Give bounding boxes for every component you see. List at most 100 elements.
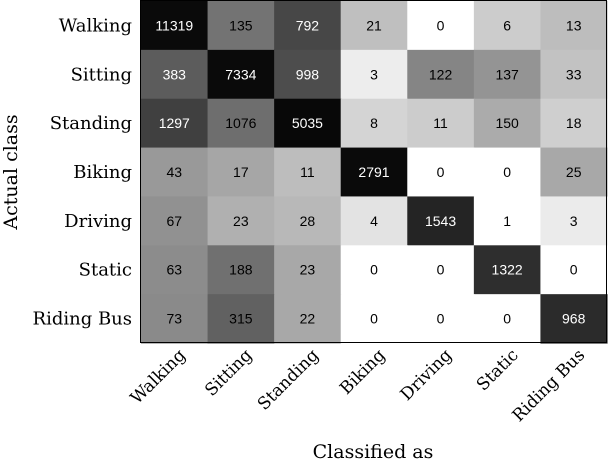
cell-riding-bus-riding-bus	[540, 294, 608, 344]
cell-value: 23	[300, 262, 316, 278]
cell-riding-bus-static	[473, 294, 542, 344]
row-label-walking: Walking	[59, 15, 132, 36]
cell-value: 0	[370, 311, 378, 327]
cell-value: 1543	[425, 213, 456, 229]
cell-biking-riding-bus	[540, 147, 608, 198]
column-label-static: Static	[473, 345, 523, 395]
cell-sitting-riding-bus	[540, 49, 608, 100]
cell-value: 4	[370, 213, 378, 229]
cell-driving-standing	[274, 196, 342, 246]
cell-standing-riding-bus	[540, 98, 608, 149]
cell-value: 7334	[225, 66, 256, 82]
cell-biking-driving	[407, 147, 475, 198]
cell-value: 383	[163, 66, 187, 82]
cell-value: 137	[495, 66, 519, 82]
cell-value: 0	[570, 262, 578, 278]
cell-value: 122	[429, 66, 453, 82]
cell-walking-biking	[340, 1, 408, 51]
cell-walking-riding-bus	[540, 1, 608, 51]
cell-value: 6	[503, 17, 511, 33]
cell-sitting-static	[473, 49, 542, 100]
cell-standing-driving	[407, 98, 475, 149]
cell-value: 3	[570, 213, 578, 229]
cell-static-biking	[340, 245, 408, 295]
cell-sitting-biking	[340, 49, 408, 100]
cell-biking-standing	[274, 147, 342, 198]
column-label-driving: Driving	[397, 345, 457, 405]
column-label-sitting: Sitting	[201, 345, 256, 400]
cell-value: 8	[370, 115, 378, 131]
cell-static-standing	[274, 245, 342, 295]
cell-value: 792	[296, 17, 320, 33]
heatmap-frame	[140, 0, 607, 343]
cell-riding-bus-driving	[407, 294, 475, 344]
cell-sitting-walking	[141, 49, 209, 100]
cell-value: 1322	[492, 262, 523, 278]
cell-biking-biking	[340, 147, 408, 198]
cell-value: 11319	[155, 17, 193, 33]
row-label-riding-bus: Riding Bus	[33, 309, 132, 330]
cell-sitting-sitting	[207, 49, 275, 100]
column-label-riding-bus: Riding Bus	[509, 345, 590, 426]
cell-static-sitting	[207, 245, 275, 295]
cell-value: 0	[437, 262, 445, 278]
cell-static-walking	[141, 245, 209, 295]
cell-riding-bus-standing	[274, 294, 342, 344]
cell-static-driving	[407, 245, 475, 295]
cell-walking-driving	[407, 1, 475, 51]
cell-value: 968	[562, 311, 586, 327]
cell-value: 0	[503, 311, 511, 327]
cell-driving-biking	[340, 196, 408, 246]
cell-value: 1	[503, 213, 511, 229]
cell-value: 0	[503, 164, 511, 180]
cell-static-static	[473, 245, 542, 295]
cell-walking-static	[473, 1, 542, 51]
column-label-walking: Walking	[127, 345, 190, 408]
cell-value: 17	[233, 164, 249, 180]
cell-value: 67	[166, 213, 182, 229]
row-label-sitting: Sitting	[71, 64, 132, 85]
cell-value: 23	[233, 213, 249, 229]
row-labels: Walking Sitting Standing Biking Driving Stati…	[33, 15, 132, 329]
cell-value: 2791	[358, 164, 389, 180]
cell-value: 0	[437, 17, 445, 33]
cell-walking-walking	[141, 1, 209, 51]
cell-value: 63	[166, 262, 182, 278]
cell-driving-driving	[407, 196, 475, 246]
cell-value: 0	[370, 262, 378, 278]
cell-walking-standing	[274, 1, 342, 51]
column-label-biking: Biking	[336, 345, 389, 398]
cell-value: 28	[300, 213, 316, 229]
cell-riding-bus-walking	[141, 294, 209, 344]
cell-riding-bus-biking	[340, 294, 408, 344]
cell-value: 33	[566, 66, 582, 82]
y-axis-label: Actual class	[0, 114, 22, 230]
cell-walking-sitting	[207, 1, 275, 51]
cell-value: 21	[366, 17, 382, 33]
cell-value: 22	[300, 311, 316, 327]
x-axis-label: Classified as	[313, 441, 434, 460]
cell-riding-bus-sitting	[207, 294, 275, 344]
cell-value: 1076	[225, 115, 256, 131]
cell-value: 13	[566, 17, 582, 33]
cell-standing-biking	[340, 98, 408, 149]
cell-value: 0	[437, 164, 445, 180]
cell-value: 998	[296, 66, 320, 82]
row-label-static: Static	[79, 260, 132, 281]
cell-value: 73	[166, 311, 182, 327]
column-label-standing: Standing	[254, 345, 323, 414]
cell-driving-static	[473, 196, 542, 246]
cell-driving-walking	[141, 196, 209, 246]
cell-value: 5035	[292, 115, 323, 131]
cell-sitting-standing	[274, 49, 342, 100]
cell-value: 43	[166, 164, 182, 180]
row-label-driving: Driving	[64, 211, 132, 232]
cell-value: 1297	[159, 115, 190, 131]
cell-biking-static	[473, 147, 542, 198]
cell-biking-sitting	[207, 147, 275, 198]
cell-value: 18	[566, 115, 582, 131]
row-label-standing: Standing	[50, 113, 132, 134]
